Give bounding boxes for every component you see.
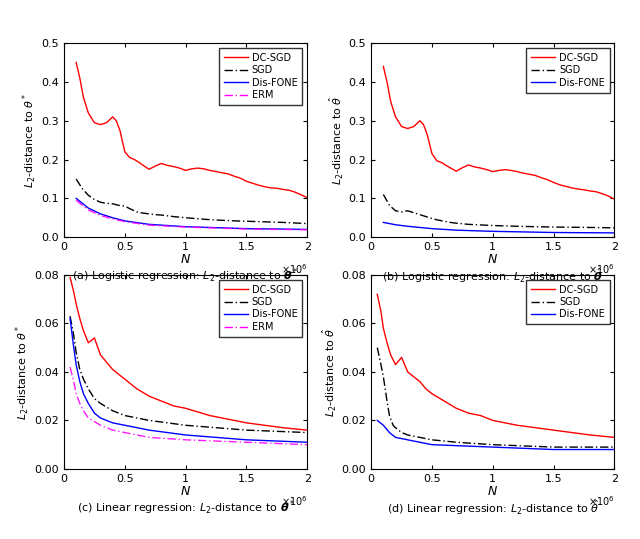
Legend: DC-SGD, SGD, Dis-FONE: DC-SGD, SGD, Dis-FONE [526, 280, 609, 324]
X-axis label: $N$: $N$ [180, 485, 191, 498]
Legend: DC-SGD, SGD, Dis-FONE, ERM: DC-SGD, SGD, Dis-FONE, ERM [219, 48, 302, 105]
Legend: DC-SGD, SGD, Dis-FONE, ERM: DC-SGD, SGD, Dis-FONE, ERM [219, 280, 302, 337]
Y-axis label: $L_2$-distance to $\theta^*$: $L_2$-distance to $\theta^*$ [20, 92, 38, 188]
Text: $\times 10^6$: $\times 10^6$ [588, 262, 614, 276]
Y-axis label: $L_2$-distance to $\hat{\theta}$: $L_2$-distance to $\hat{\theta}$ [321, 327, 339, 417]
X-axis label: $N$: $N$ [487, 485, 499, 498]
Legend: DC-SGD, SGD, Dis-FONE: DC-SGD, SGD, Dis-FONE [526, 48, 609, 93]
Text: (c) Linear regression: $L_2$-distance to $\boldsymbol{\theta}^*$: (c) Linear regression: $L_2$-distance to… [77, 499, 294, 517]
X-axis label: $N$: $N$ [487, 253, 499, 266]
Text: (a) Logistic regression: $L_2$-distance to $\boldsymbol{\theta}^*$: (a) Logistic regression: $L_2$-distance … [72, 267, 299, 286]
Text: $\times 10^6$: $\times 10^6$ [588, 494, 614, 508]
Text: $\times 10^6$: $\times 10^6$ [280, 494, 307, 508]
Y-axis label: $L_2$-distance to $\hat{\theta}$: $L_2$-distance to $\hat{\theta}$ [328, 95, 346, 185]
Y-axis label: $L_2$-distance to $\theta^*$: $L_2$-distance to $\theta^*$ [13, 324, 31, 420]
X-axis label: $N$: $N$ [180, 253, 191, 266]
Text: $\times 10^6$: $\times 10^6$ [280, 262, 307, 276]
Text: (d) Linear regression: $L_2$-distance to $\hat{\theta}$: (d) Linear regression: $L_2$-distance to… [387, 499, 599, 517]
Text: (b) Logistic regression: $L_2$-distance to $\hat{\boldsymbol{\theta}}$: (b) Logistic regression: $L_2$-distance … [382, 267, 604, 285]
